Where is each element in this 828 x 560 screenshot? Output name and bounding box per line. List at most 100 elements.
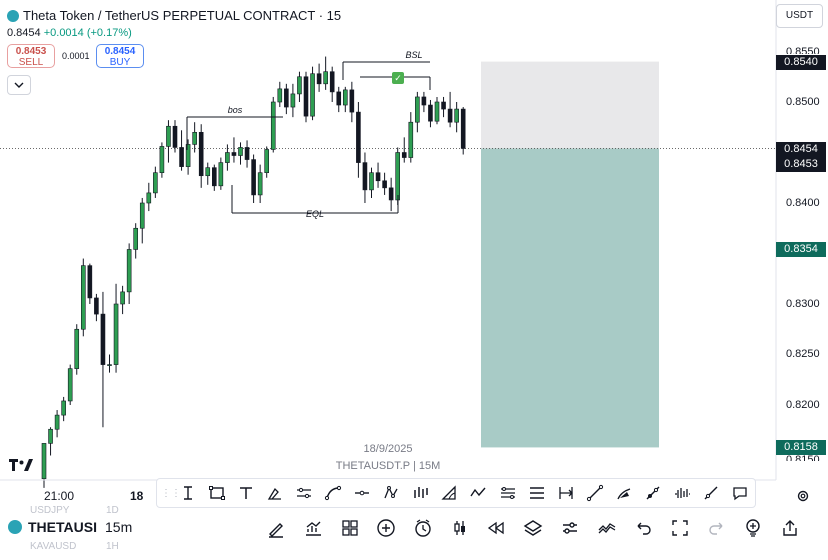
- candle-body: [257, 172, 263, 196]
- candle-body: [401, 152, 407, 158]
- draw-button[interactable]: [258, 515, 295, 541]
- layouts-button[interactable]: [331, 515, 368, 541]
- ray-icon: [646, 486, 660, 500]
- trend-line-tool[interactable]: [580, 479, 609, 507]
- bars-pattern-tool[interactable]: [406, 479, 435, 507]
- buy-button[interactable]: 0.8454 BUY: [96, 44, 144, 68]
- horizontal-line-tool[interactable]: [348, 479, 377, 507]
- candle-body: [310, 73, 315, 117]
- symbol-title[interactable]: Theta Token / TetherUS PERPETUAL CONTRAC…: [7, 8, 341, 23]
- signal-icon: [675, 488, 691, 498]
- currency-button[interactable]: USDT: [776, 4, 823, 28]
- text-icon: [239, 487, 252, 499]
- line-tool-icon: [704, 486, 718, 500]
- replay-button[interactable]: [478, 515, 515, 541]
- compare-button[interactable]: [588, 515, 625, 541]
- candle-body: [316, 73, 322, 85]
- line-tool-tool[interactable]: [697, 479, 726, 507]
- text-tool[interactable]: [231, 479, 260, 507]
- symbol-selector[interactable]: THETAUSI: [8, 519, 97, 535]
- candle-body: [454, 108, 459, 123]
- candle-body: [231, 152, 237, 156]
- parallel-channel-icon: [529, 487, 544, 499]
- time-label: 21:00: [44, 489, 75, 503]
- collapse-legend-button[interactable]: [7, 75, 31, 95]
- stop-zone: [481, 148, 659, 448]
- candle-body: [244, 147, 250, 160]
- settings-sliders-icon: [562, 522, 577, 534]
- price-label: 0.8400: [786, 197, 820, 209]
- buy-price: 0.8454: [104, 46, 136, 57]
- alert-button[interactable]: [405, 515, 442, 541]
- zigzag-tool[interactable]: [464, 479, 493, 507]
- fullscreen-button[interactable]: [662, 515, 699, 541]
- curve-tool[interactable]: [318, 479, 347, 507]
- brush-fill-tool[interactable]: [609, 479, 638, 507]
- path-icon: [296, 487, 311, 499]
- path-tool[interactable]: [289, 479, 318, 507]
- candle-body: [382, 180, 387, 189]
- candle-body: [270, 101, 276, 150]
- price-change-value: +0.0014 (+0.17%): [43, 27, 132, 39]
- price-label-partial-bottom: 0.8150: [786, 454, 820, 461]
- layers-icon: [523, 520, 543, 536]
- drag-handle-icon[interactable]: ⋮⋮: [161, 487, 181, 499]
- curve-icon: [324, 485, 342, 501]
- ideas-button[interactable]: [735, 515, 772, 541]
- candle-body: [323, 71, 328, 85]
- interval-selector[interactable]: 15m: [105, 519, 133, 535]
- parallel-channel-tool[interactable]: [522, 479, 551, 507]
- candle-body: [179, 147, 184, 167]
- candle-body: [362, 162, 368, 191]
- arc-icon: [441, 485, 457, 500]
- arc-tool[interactable]: [435, 479, 464, 507]
- ideas-icon: [746, 519, 760, 537]
- candle-body: [460, 108, 466, 149]
- ghost-interval-below: 1H: [106, 541, 119, 552]
- ray-tool[interactable]: [639, 479, 668, 507]
- candle-body: [297, 76, 302, 95]
- candle-body: [284, 88, 289, 108]
- watermark-symbol: THETAUSDT.P | 15M: [335, 460, 441, 472]
- fib-tool[interactable]: [493, 479, 522, 507]
- cursor-text-icon: [183, 486, 192, 500]
- pattern-icon: [384, 486, 398, 499]
- share-button[interactable]: [772, 515, 809, 541]
- signal-tool[interactable]: [668, 479, 697, 507]
- draw-icon: [269, 523, 284, 538]
- bottom-actions: [258, 515, 808, 541]
- candle-body: [251, 159, 256, 196]
- redo-button[interactable]: [698, 515, 735, 541]
- last-price: 0.8454: [7, 27, 41, 39]
- indicators-button[interactable]: [295, 515, 332, 541]
- date-range-icon: [559, 487, 573, 499]
- symbol-title-text: Theta Token / TetherUS PERPETUAL CONTRAC…: [23, 8, 342, 23]
- layers-button[interactable]: [515, 515, 552, 541]
- sell-button[interactable]: 0.8453 SELL: [7, 44, 55, 68]
- chart-settings-button[interactable]: [793, 486, 813, 506]
- undo-button[interactable]: [625, 515, 662, 541]
- brush-tool[interactable]: [260, 479, 289, 507]
- ghost-symbol-below: KAVAUSD: [30, 541, 77, 552]
- compare-icon: [598, 523, 615, 534]
- candle-body: [336, 91, 342, 106]
- date-range-tool[interactable]: [551, 479, 580, 507]
- candles-button[interactable]: [441, 515, 478, 541]
- rectangle-tool[interactable]: [202, 479, 231, 507]
- candle-body: [61, 400, 66, 416]
- add-button[interactable]: [368, 515, 405, 541]
- candle-body: [198, 132, 204, 177]
- pattern-tool[interactable]: [377, 479, 406, 507]
- candle-body: [159, 146, 165, 174]
- candle-body: [81, 265, 86, 330]
- cursor-text-tool[interactable]: [173, 479, 202, 507]
- candle-body: [375, 172, 381, 182]
- candle-body: [192, 132, 197, 145]
- comment-tool[interactable]: [726, 479, 755, 507]
- candle-body: [434, 101, 440, 122]
- candle-body: [415, 96, 420, 123]
- candle-body: [67, 368, 73, 402]
- settings-sliders-button[interactable]: [552, 515, 589, 541]
